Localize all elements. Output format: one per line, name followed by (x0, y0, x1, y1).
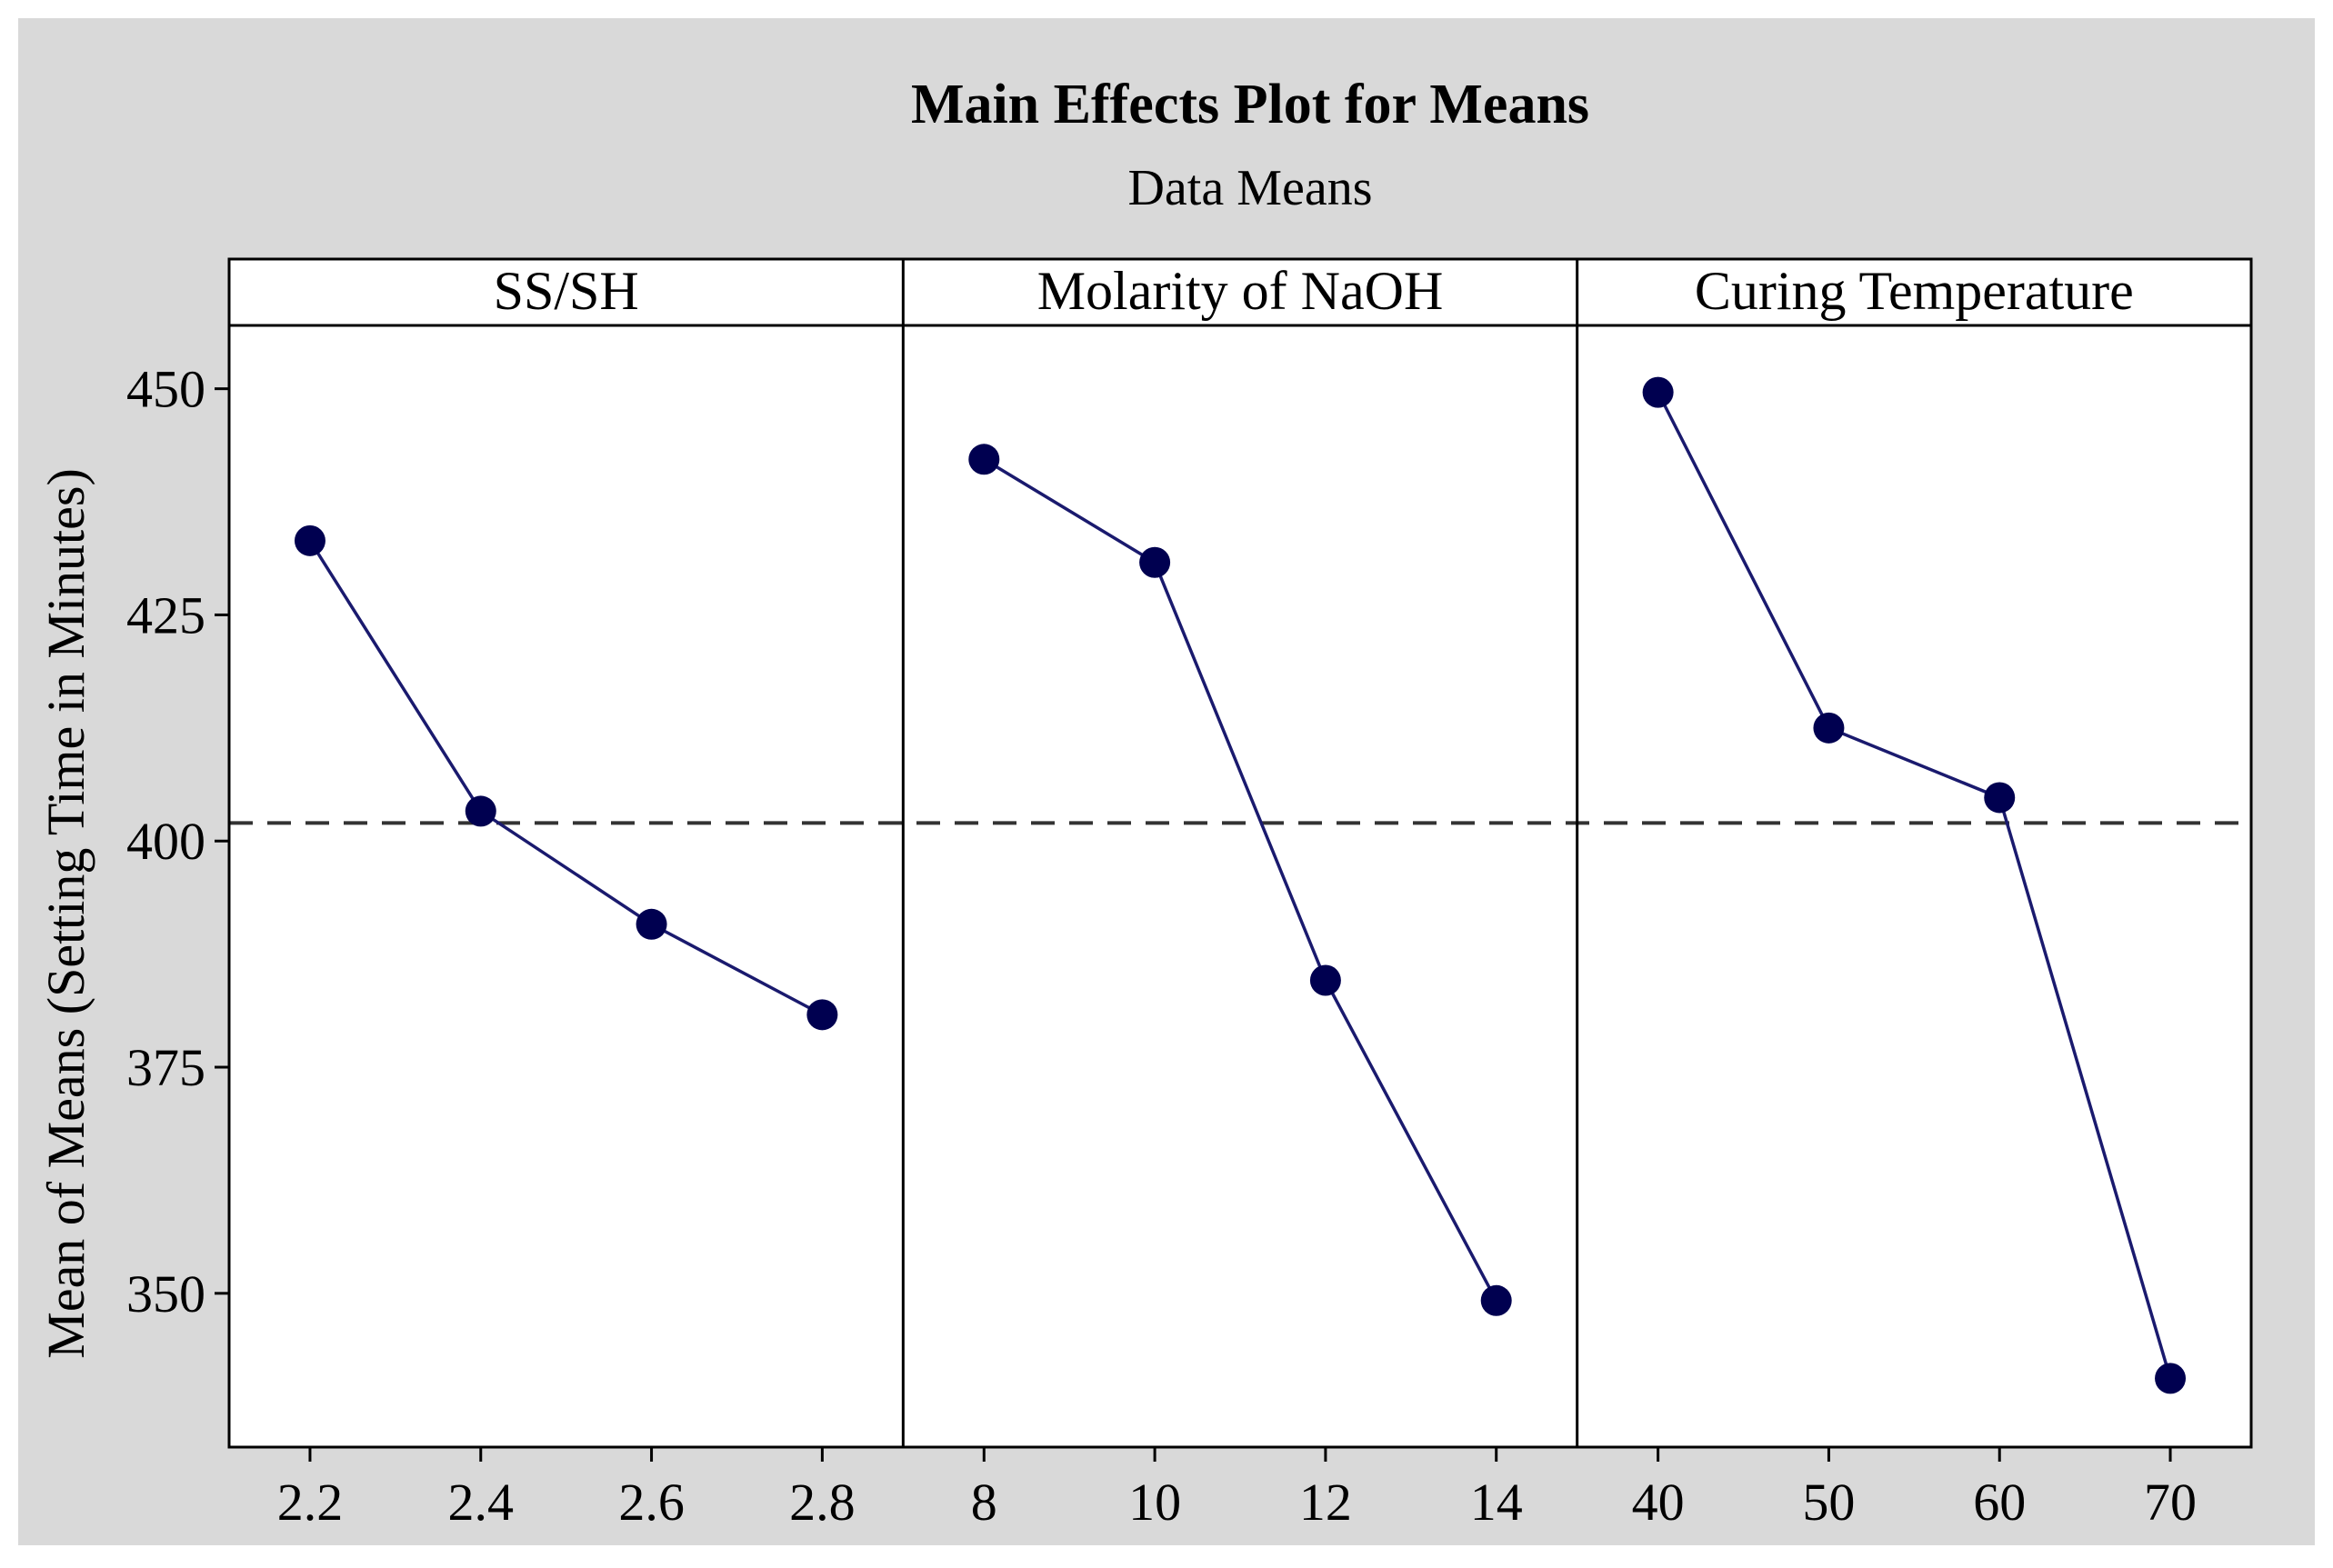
y-tick-label: 400 (126, 812, 205, 871)
data-point (1309, 964, 1341, 996)
panel-label: Molarity of NaOH (1037, 261, 1444, 321)
data-point (1984, 782, 2016, 814)
panel-label: SS/SH (494, 261, 639, 321)
data-point (2155, 1363, 2187, 1394)
data-point (1813, 712, 1845, 744)
series-line (308, 539, 824, 1016)
x-tick-label: 40 (1632, 1473, 1685, 1532)
y-tick-label: 450 (126, 360, 205, 419)
series-line (1657, 391, 2172, 1379)
x-tick-label: 50 (1802, 1473, 1855, 1532)
y-tick-label: 350 (126, 1264, 205, 1323)
data-point (968, 444, 1000, 475)
y-axis-label: Mean of Means (Setting Time in Minutes) (36, 468, 95, 1359)
data-point (1480, 1284, 1512, 1316)
x-tick-label: 60 (1973, 1473, 2026, 1532)
x-tick-label: 2.4 (448, 1473, 515, 1532)
data-point (636, 908, 667, 940)
panel-label: Curing Temperature (1695, 261, 2134, 321)
y-tick-label: 375 (126, 1038, 205, 1097)
data-point (1139, 546, 1171, 578)
data-point (806, 999, 838, 1031)
x-tick-label: 2.8 (789, 1473, 856, 1532)
plot-frame (227, 257, 2253, 1449)
series-line (983, 457, 1498, 1302)
x-tick-label: 8 (971, 1473, 997, 1532)
plot-area (229, 259, 2251, 1447)
data-point (1642, 376, 1674, 408)
y-tick-label: 425 (126, 585, 205, 644)
x-tick-label: 2.6 (618, 1473, 685, 1532)
data-point (465, 795, 496, 827)
x-tick-label: 70 (2144, 1473, 2197, 1532)
data-point (294, 524, 325, 556)
chart-subtitle: Data Means (1127, 160, 1372, 216)
x-tick-label: 12 (1299, 1473, 1352, 1532)
chart-title: Main Effects Plot for Means (911, 74, 1589, 135)
plot-layer: 350 375 400 425 450 SS/SH 2.2 2.4 2.6 2.8 Molarity… (126, 257, 2253, 1532)
x-tick-label: 14 (1470, 1473, 1523, 1532)
x-tick-label: 2.2 (277, 1473, 344, 1532)
x-tick-label: 10 (1128, 1473, 1181, 1532)
